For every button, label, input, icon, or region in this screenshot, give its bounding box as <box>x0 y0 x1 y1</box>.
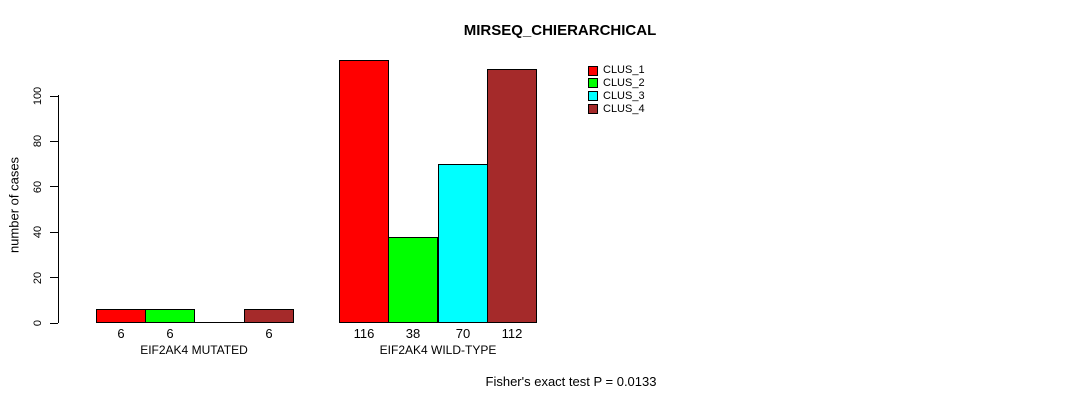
bar-value-label: 116 <box>353 326 375 341</box>
y-axis-tick-label: 100 <box>32 86 44 106</box>
bar-value-label: 112 <box>501 326 523 341</box>
bar-clus_3-mutated <box>195 322 245 323</box>
y-axis-tick-label: 40 <box>32 226 44 239</box>
legend-swatch-clus_2 <box>588 78 598 89</box>
bar-clus_1-mutated <box>96 309 146 323</box>
bar-clus_2-wild-type <box>388 237 438 323</box>
legend-label-clus_3: CLUS_3 <box>603 89 645 102</box>
bar-value-label: 6 <box>166 326 174 341</box>
bar-clus_1-wild-type <box>339 60 389 323</box>
y-axis-tick-label: 0 <box>32 319 44 327</box>
y-axis-tick-label: 60 <box>32 180 44 193</box>
legend-label-clus_2: CLUS_2 <box>603 76 645 89</box>
y-axis-tick-label: 80 <box>32 135 44 148</box>
x-group-label-wild-type: EIF2AK4 WILD-TYPE <box>379 343 497 357</box>
fisher-test-annotation: Fisher's exact test P = 0.0133 <box>485 374 657 389</box>
chart-title: MIRSEQ_CHIERARCHICAL <box>463 22 657 39</box>
bar-value-label: 6 <box>117 326 125 341</box>
bar-value-label: 70 <box>455 326 471 341</box>
legend-swatch-clus_1 <box>588 65 598 76</box>
y-axis-tick <box>50 186 58 188</box>
y-axis-tick <box>50 322 58 324</box>
y-axis-tick <box>50 277 58 279</box>
y-axis-tick <box>50 95 58 97</box>
bar-clus_3-wild-type <box>438 164 488 323</box>
y-axis-tick <box>50 231 58 233</box>
bar-value-label: 38 <box>405 326 421 341</box>
bar-clus_4-wild-type <box>487 69 537 323</box>
y-axis-tick <box>50 140 58 142</box>
bar-value-label: 6 <box>265 326 273 341</box>
y-axis-tick-label: 20 <box>32 271 44 284</box>
legend-label-clus_1: CLUS_1 <box>603 64 645 76</box>
bar-clus_4-mutated <box>244 309 294 323</box>
legend-swatch-clus_3 <box>588 91 598 102</box>
legend-swatch-clus_4 <box>588 104 598 115</box>
x-group-label-mutated: EIF2AK4 MUTATED <box>140 343 248 357</box>
y-axis-line <box>58 95 59 323</box>
y-axis-title: number of cases <box>6 156 22 254</box>
legend-label-clus_4: CLUS_4 <box>603 102 645 115</box>
bar-clus_2-mutated <box>145 309 195 323</box>
